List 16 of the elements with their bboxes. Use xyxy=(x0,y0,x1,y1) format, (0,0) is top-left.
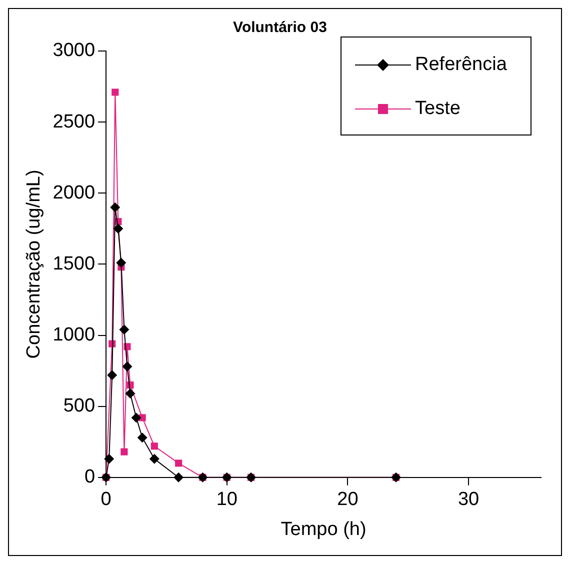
y-tick-label: 3000 xyxy=(52,40,96,62)
y-tick-label: 0 xyxy=(84,466,96,488)
chart-title: Voluntário 03 xyxy=(233,19,327,36)
y-tick-label: 2500 xyxy=(52,111,96,132)
legend-label: Referência xyxy=(415,54,508,76)
y-axis-title: Concentração (ug/mL) xyxy=(24,170,45,359)
x-tick-label: 30 xyxy=(458,489,480,510)
x-tick-label: 10 xyxy=(216,489,238,510)
x-axis-title: Tempo (h) xyxy=(280,518,366,540)
legend-label: Teste xyxy=(415,98,460,120)
y-tick-label: 2000 xyxy=(52,182,96,204)
x-tick-label: 0 xyxy=(100,489,112,510)
y-tick-label: 1500 xyxy=(52,253,96,274)
x-tick-label: 20 xyxy=(337,489,358,510)
y-tick-label: 500 xyxy=(63,396,96,417)
y-tick-label: 1000 xyxy=(52,324,96,346)
